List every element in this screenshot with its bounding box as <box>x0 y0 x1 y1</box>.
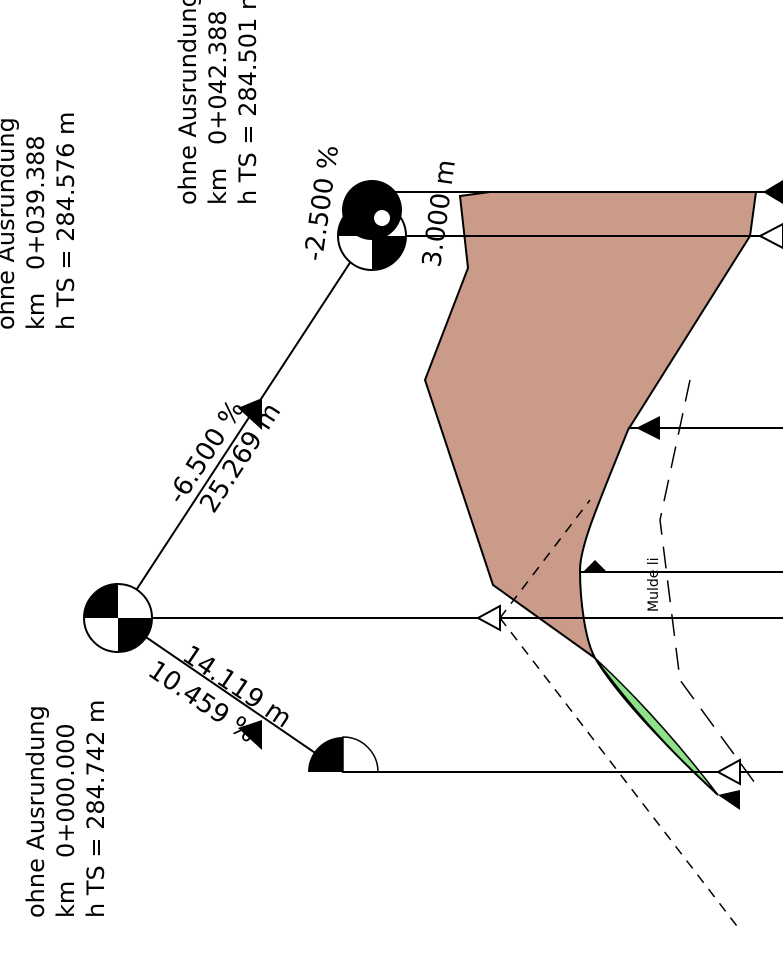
arrow-ditch <box>583 560 607 572</box>
dashed-line-2 <box>499 499 591 619</box>
arrow-r5 <box>715 758 741 786</box>
vertex-label-end: ohne Ausrundung km 0+042.388 h TS = 284.… <box>174 0 262 205</box>
arrow-r4 <box>475 604 501 632</box>
fill-area <box>594 657 719 796</box>
segment-label-3b: 3.000 m <box>417 158 462 269</box>
vertex-end-km-prefix: km <box>204 168 232 205</box>
arrow-r1 <box>763 180 783 204</box>
dashed-line-1 <box>499 617 741 931</box>
segment-label-1: 14.119 m 10.459 % <box>142 640 297 750</box>
arrow-r6 <box>718 790 740 810</box>
arrow-seg-2 <box>238 398 262 430</box>
cut-area <box>423 191 758 659</box>
arrow-r2 <box>757 222 783 250</box>
segment-3-length: 3.000 m <box>417 158 462 269</box>
vertex-marker-start <box>308 736 379 773</box>
vertex-start-km-prefix: km <box>52 881 80 918</box>
vertex-marker-pvi <box>83 583 153 653</box>
vertex-pvi-height: h TS = 284.576 m <box>52 112 80 330</box>
vertex-pvi-name: ohne Ausrundung <box>0 117 20 330</box>
vertex-start-km: 0+000.000 <box>52 723 80 858</box>
vertex-label-pvi: ohne Ausrundung km 0+039.388 h TS = 284.… <box>0 112 80 330</box>
vertex-end-height: h TS = 284.501 m <box>234 0 262 205</box>
arrow-seg-1 <box>238 720 262 750</box>
vertex-start-name: ohne Ausrundung <box>22 705 50 918</box>
dashed-line-3 <box>659 379 761 791</box>
ditch-label: Mulde li <box>646 557 662 612</box>
vertex-pvi-km-prefix: km <box>22 293 50 330</box>
terrain-line <box>594 657 719 796</box>
vertex-label-start: ohne Ausrundung km 0+000.000 h TS = 284.… <box>22 700 110 918</box>
vertex-end-km: 0+042.388 <box>204 10 232 145</box>
vertex-pvi-km: 0+039.388 <box>22 135 50 270</box>
vertex-start-height: h TS = 284.742 m <box>82 700 110 918</box>
arrow-r3 <box>636 416 660 440</box>
vertex-marker-end <box>337 180 407 271</box>
vertex-end-name: ohne Ausrundung <box>174 0 202 205</box>
